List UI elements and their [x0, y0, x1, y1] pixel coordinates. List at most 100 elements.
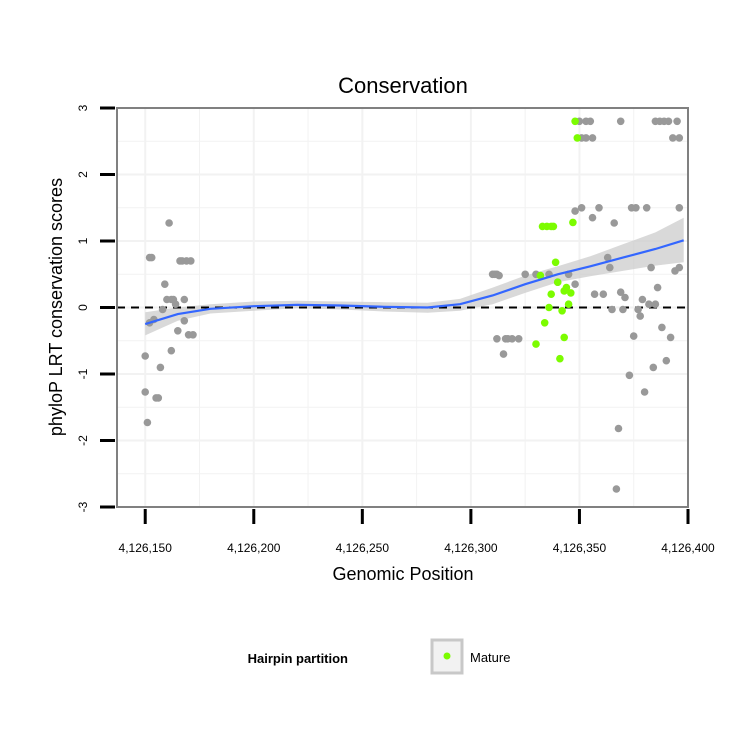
x-tick-label: 4,126,250	[336, 541, 390, 555]
point-other	[634, 305, 642, 314]
y-tick-label: -3	[76, 501, 90, 512]
point-other	[642, 204, 651, 212]
point-other	[571, 280, 579, 289]
point-other	[586, 117, 595, 126]
point-other	[158, 305, 167, 314]
y-tick-label: 0	[76, 304, 90, 311]
smooth-line-layer	[144, 239, 685, 326]
point-other	[616, 117, 625, 126]
point-other	[621, 293, 629, 302]
point-other	[651, 300, 660, 309]
x-tick-label: 4,126,200	[227, 541, 281, 555]
y-tick-label: 1	[76, 237, 90, 244]
y-tick-label: -1	[76, 368, 90, 379]
point-other	[588, 134, 597, 142]
point-other	[143, 418, 152, 427]
point-other	[595, 204, 603, 212]
point-other	[156, 363, 165, 372]
point-mature	[540, 319, 549, 327]
point-other	[603, 253, 612, 262]
y-tick-label: 2	[76, 171, 90, 178]
point-other	[610, 219, 618, 227]
point-other	[664, 117, 673, 126]
y-tick-label: -2	[76, 435, 90, 446]
point-other	[154, 394, 163, 402]
point-other	[608, 305, 616, 314]
point-other	[625, 371, 634, 380]
point-other	[653, 283, 662, 292]
point-other	[174, 327, 182, 335]
point-other	[675, 263, 684, 272]
point-other	[675, 134, 684, 142]
point-other	[571, 207, 579, 215]
point-mature	[551, 258, 560, 267]
point-other	[508, 335, 516, 343]
y-axis: -3 -2 -1 0 1 2 3	[76, 104, 115, 512]
point-other	[658, 323, 666, 332]
point-other	[582, 134, 590, 142]
point-mature	[558, 307, 566, 315]
smooth-trend-line	[144, 239, 685, 326]
point-mature	[553, 278, 562, 287]
point-other	[577, 204, 586, 212]
point-mature	[536, 271, 545, 280]
point-other	[662, 356, 671, 365]
legend-key-mature-dot	[443, 652, 451, 660]
point-mature	[532, 340, 540, 348]
point-mature	[560, 333, 568, 342]
point-other	[588, 213, 597, 222]
point-other	[647, 263, 655, 272]
point-other	[632, 204, 640, 212]
legend: Hairpin partition Mature	[248, 638, 510, 675]
point-other	[499, 350, 508, 358]
point-other	[599, 290, 608, 299]
point-other	[673, 117, 681, 126]
point-other	[675, 204, 684, 212]
point-mature	[556, 354, 564, 363]
point-other	[495, 271, 503, 280]
point-other	[612, 485, 621, 493]
point-other	[666, 333, 675, 342]
point-other	[606, 263, 614, 272]
y-axis-label: phyloP LRT conservation scores	[46, 178, 66, 436]
point-other	[165, 219, 173, 227]
point-other	[147, 253, 156, 262]
legend-title: Hairpin partition	[248, 651, 348, 666]
point-other	[141, 388, 149, 396]
plot-frame	[116, 107, 689, 508]
point-other	[141, 352, 149, 360]
point-mature	[549, 222, 558, 231]
point-other	[614, 424, 623, 433]
chart-title: Conservation	[338, 73, 468, 98]
point-mature	[564, 300, 573, 309]
point-mature	[569, 218, 577, 227]
x-axis: 4,126,150 4,126,200 4,126,250 4,126,300 4,12…	[119, 509, 715, 555]
point-other	[669, 134, 677, 142]
point-mature	[573, 134, 582, 142]
x-tick-label: 4,126,300	[444, 541, 498, 555]
point-other	[493, 335, 501, 343]
point-other	[590, 290, 599, 299]
point-mature	[547, 290, 555, 299]
point-other	[645, 300, 653, 309]
point-other	[521, 270, 529, 279]
point-other	[171, 300, 180, 309]
points-other-series	[141, 117, 684, 493]
point-other	[640, 388, 649, 396]
point-other	[616, 288, 625, 297]
point-other	[619, 305, 627, 314]
legend-label-mature: Mature	[470, 650, 510, 665]
point-other	[649, 363, 658, 372]
point-other	[180, 317, 189, 325]
point-other	[189, 331, 197, 339]
point-other	[180, 295, 189, 304]
point-other	[629, 332, 638, 340]
point-mature	[567, 289, 575, 297]
points-mature-series	[532, 117, 582, 363]
point-other	[514, 335, 523, 343]
point-other	[187, 257, 195, 265]
y-tick-label: 3	[76, 104, 90, 111]
point-other	[638, 295, 647, 304]
point-mature	[545, 303, 553, 312]
